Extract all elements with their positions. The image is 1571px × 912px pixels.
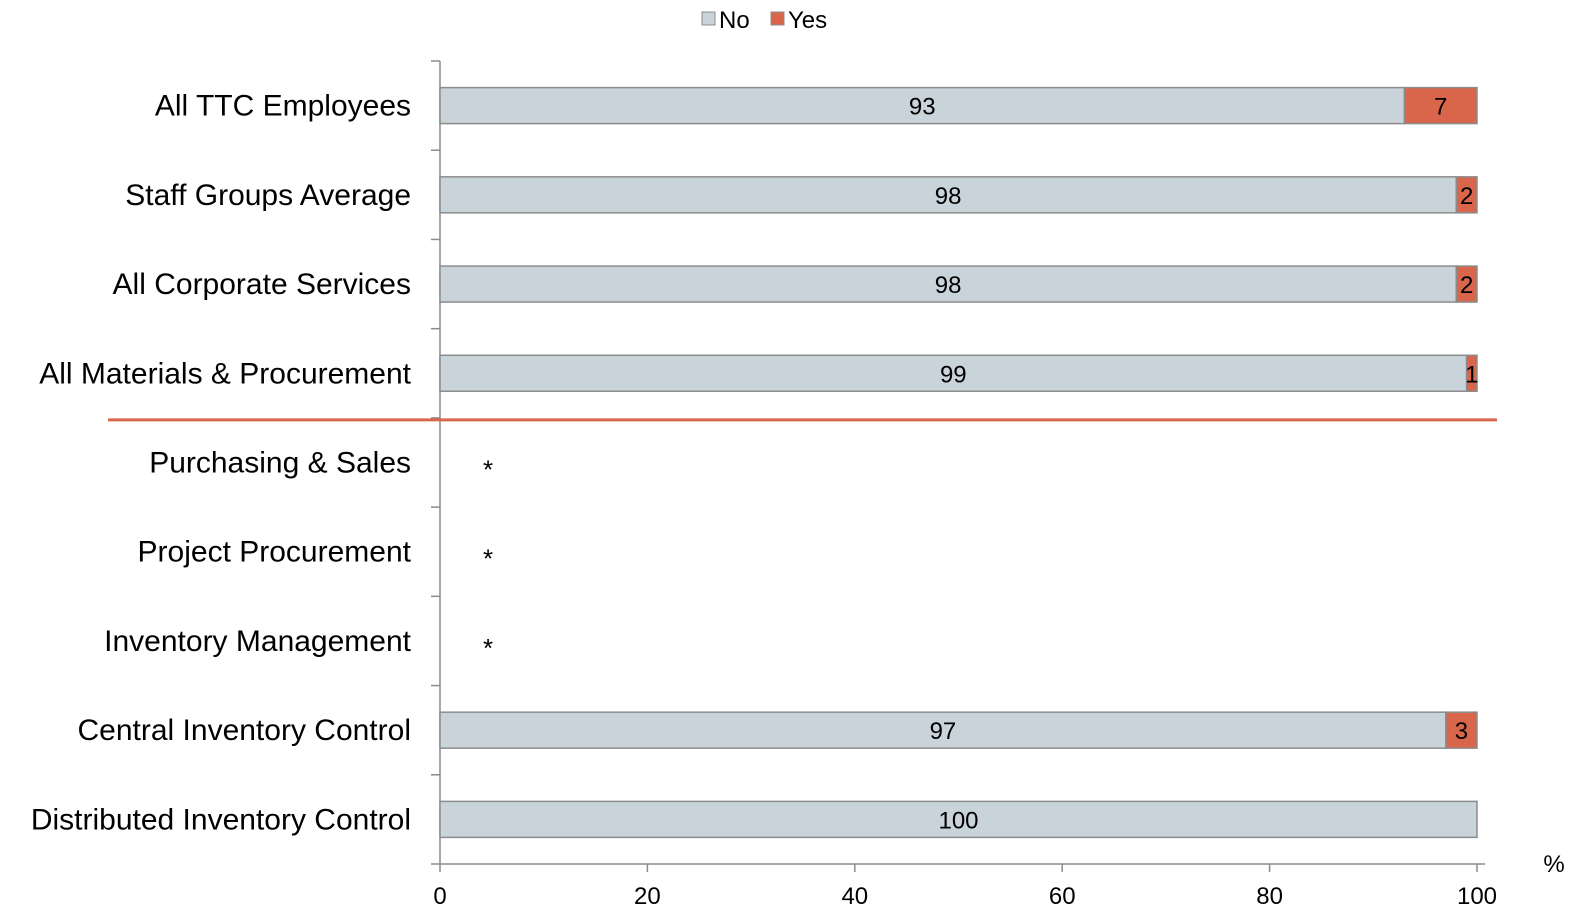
category-label: Distributed Inventory Control [31, 803, 411, 836]
bar-no [439, 800, 1478, 839]
category-label: All Materials & Procurement [39, 357, 411, 390]
x-tick-label: 60 [1049, 883, 1076, 910]
category-labels: All TTC Employees Staff Groups Average All… [31, 90, 412, 837]
bar-no [439, 265, 1458, 303]
bar-yes [1445, 711, 1478, 749]
bar-label-yes: 2 [1460, 272, 1473, 299]
suppressed-marker: * [483, 633, 493, 663]
x-tick-label: 0 [433, 883, 446, 910]
bar-label-yes: 1 [1465, 361, 1478, 388]
bar-label-no: 98 [935, 272, 962, 299]
x-tick-label: 40 [841, 883, 868, 910]
x-tick-label: 20 [634, 883, 661, 910]
category-label: Project Procurement [138, 536, 412, 569]
category-label: Staff Groups Average [125, 179, 411, 212]
category-label: All Corporate Services [113, 268, 411, 301]
bar-label-no: 98 [935, 183, 962, 210]
bar-label-no: 100 [938, 807, 978, 834]
x-unit-label: % [1543, 851, 1564, 878]
legend-label-yes: Yes [788, 7, 827, 34]
category-label: Central Inventory Control [78, 714, 412, 747]
bar-yes [1465, 354, 1478, 393]
suppressed-marker: * [483, 544, 493, 574]
bar-label-no: 97 [930, 718, 957, 745]
bar-label-no: 93 [909, 94, 936, 121]
bar-label-yes: 7 [1434, 94, 1447, 121]
category-label: Inventory Management [104, 625, 412, 658]
x-tick-label: 80 [1256, 883, 1283, 910]
bar-yes [1455, 265, 1478, 303]
bars: 93 7 98 2 98 2 99 1 * * * 97 3 100 [439, 86, 1478, 839]
bar-label-yes: 3 [1455, 718, 1468, 745]
legend-swatch-yes [770, 11, 785, 26]
bar-yes [1455, 176, 1478, 214]
bar-label-yes: 2 [1460, 183, 1473, 210]
legend: No Yes [701, 7, 827, 34]
bar-label-no: 99 [940, 361, 967, 388]
legend-label-no: No [719, 7, 750, 34]
suppressed-marker: * [483, 455, 493, 485]
x-tick-label: 100 [1457, 883, 1497, 910]
legend-swatch-no [701, 11, 716, 26]
category-label: All TTC Employees [155, 90, 411, 123]
category-label: Purchasing & Sales [149, 447, 411, 480]
bar-yes [1403, 86, 1478, 125]
axes: 0 20 40 60 80 100% [108, 60, 1565, 910]
